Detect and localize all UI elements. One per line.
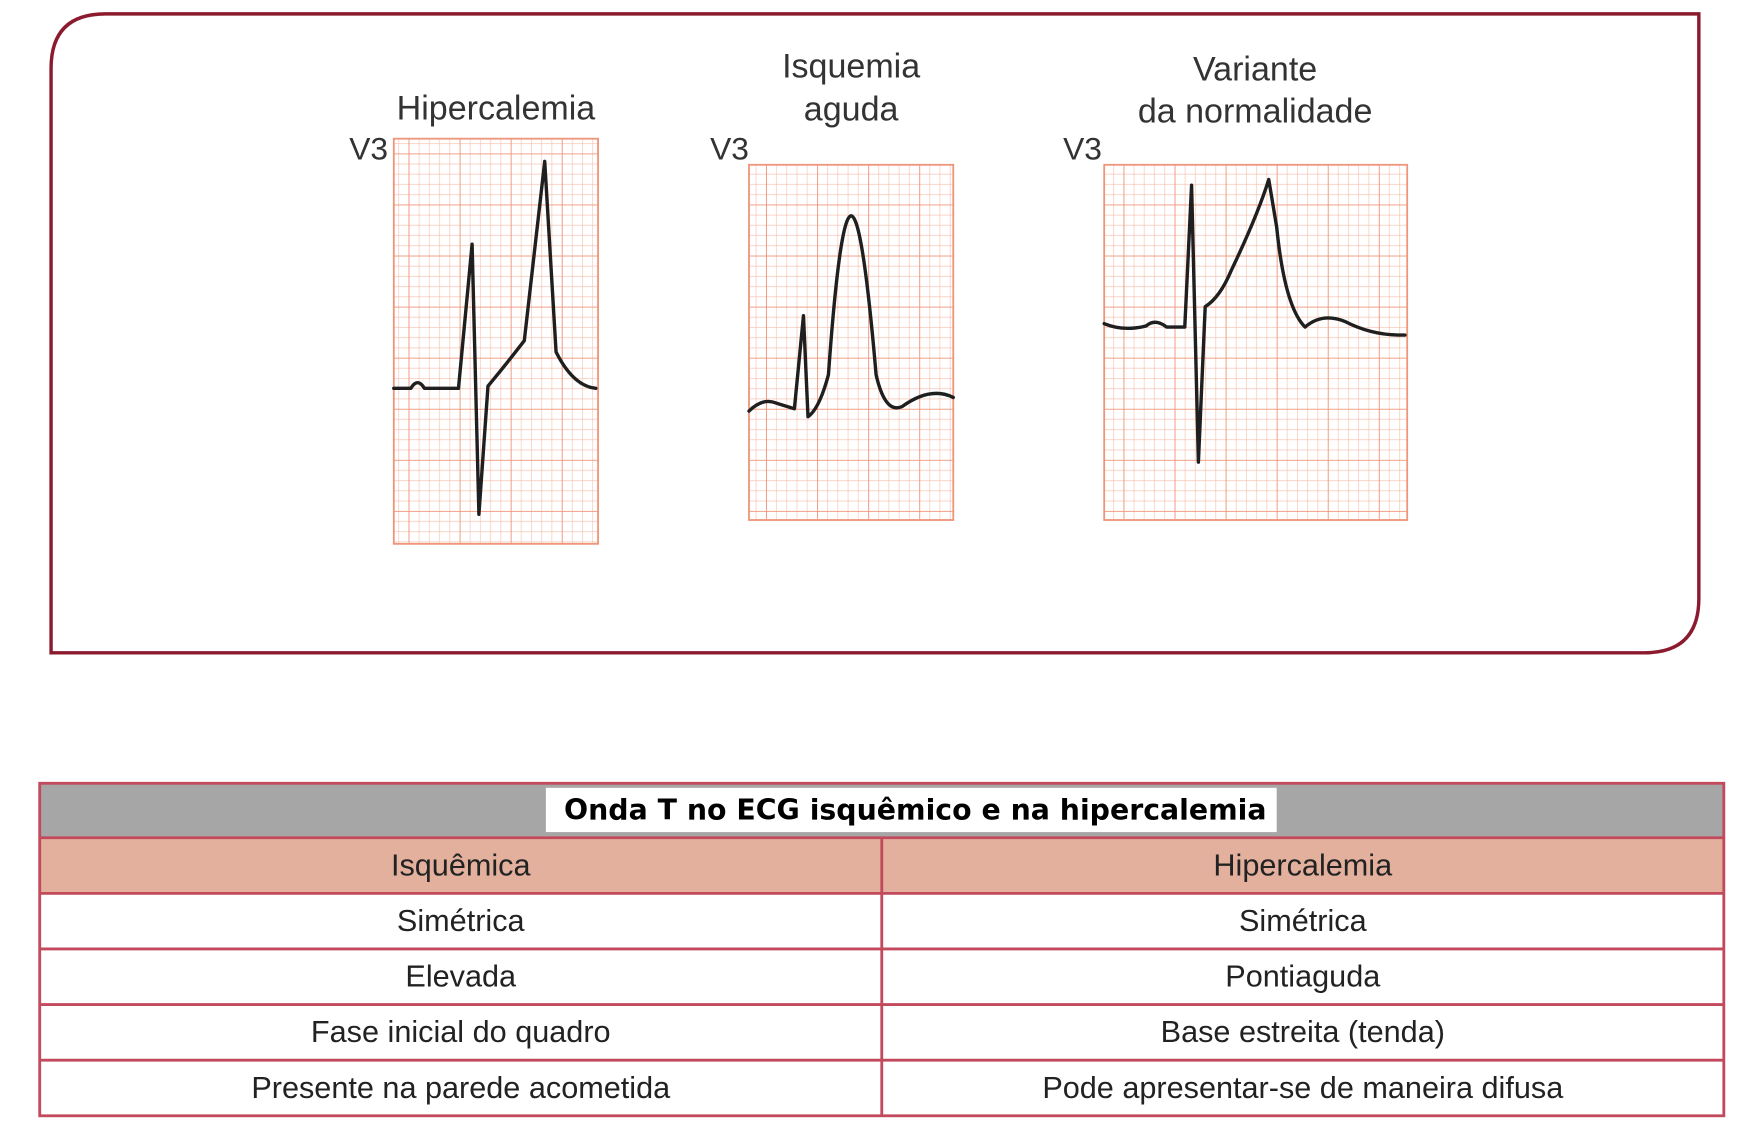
ecg-grid: [392, 137, 599, 545]
table-cell: Simétrica: [397, 904, 526, 938]
ecg-grid: [1103, 163, 1409, 521]
table-cell: Pontiaguda: [1225, 960, 1381, 994]
lead-label: V3: [710, 131, 749, 167]
panel-title: aguda: [804, 90, 899, 128]
table-cells: Isquêmica Hipercalemia Simétrica Simétrica E…: [251, 848, 1564, 1104]
panel-title: Isquemia: [782, 47, 920, 85]
lead-label: V3: [349, 131, 388, 167]
ecg-trace: [1102, 177, 1407, 464]
table-header: Hipercalemia: [1213, 848, 1393, 882]
lead-label: V3: [1063, 131, 1102, 167]
table-cell: Pode apresentar-se de maneira difusa: [1042, 1071, 1564, 1105]
table-cell: Presente na parede acometida: [251, 1071, 671, 1105]
table-header: Isquêmica: [391, 848, 532, 882]
table-cell: Elevada: [405, 960, 517, 994]
table-title: Onda T no ECG isquêmico e na hipercalemi…: [564, 794, 1267, 827]
panel-title: Hipercalemia: [397, 89, 596, 127]
ecg-trace: [392, 159, 598, 517]
panel-title: Variante: [1193, 51, 1317, 89]
table-lines: [38, 781, 1726, 1118]
table-cell: Simétrica: [1239, 904, 1368, 938]
panel-title: da normalidade: [1138, 93, 1373, 131]
ecg-trace: [747, 214, 955, 419]
table-cell: Fase inicial do quadro: [311, 1015, 611, 1049]
table-cell: Base estreita (tenda): [1161, 1015, 1445, 1049]
ecg-grid: [748, 163, 955, 521]
table-title-box: [545, 787, 1277, 833]
